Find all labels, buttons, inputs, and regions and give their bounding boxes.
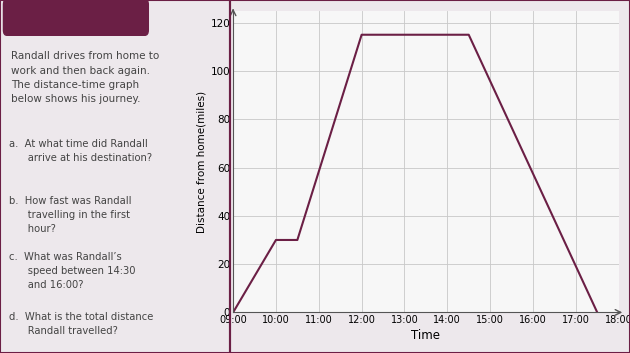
FancyBboxPatch shape <box>3 0 148 35</box>
Text: Randall drives from home to
work and then back again.
The distance-time graph
be: Randall drives from home to work and the… <box>11 51 160 104</box>
Text: d.  What is the total distance
      Randall travelled?: d. What is the total distance Randall tr… <box>9 312 154 336</box>
Text: ?: ? <box>19 12 25 22</box>
X-axis label: Time: Time <box>411 329 440 342</box>
Y-axis label: Distance from home(miles): Distance from home(miles) <box>197 90 207 233</box>
Text: Example 1: Example 1 <box>43 11 111 23</box>
Text: c.  What was Randall’s
      speed between 14:30
      and 16:00?: c. What was Randall’s speed between 14:3… <box>9 252 135 291</box>
Text: b.  How fast was Randall
      travelling in the first
      hour?: b. How fast was Randall travelling in th… <box>9 196 132 234</box>
Text: a.  At what time did Randall
      arrive at his destination?: a. At what time did Randall arrive at hi… <box>9 139 152 163</box>
